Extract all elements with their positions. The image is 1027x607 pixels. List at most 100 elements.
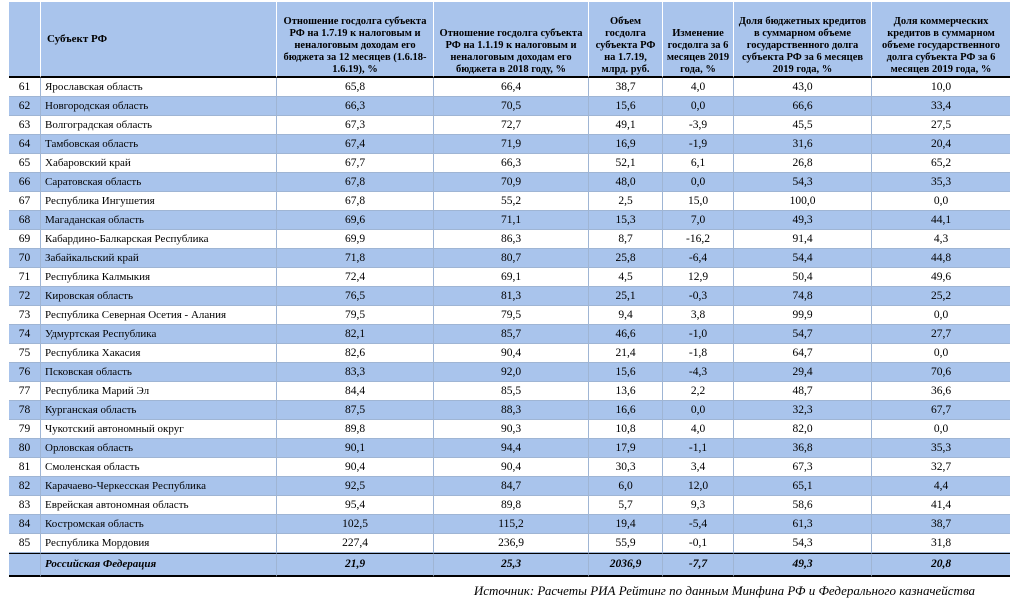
total-index: [9, 553, 40, 577]
cell-commercial-credits-share: 35,3: [871, 439, 1010, 458]
cell-debt-volume: 8,7: [588, 230, 662, 249]
table-row: 67 Республика Ингушетия 67,8 55,2 2,5 15,0 100…: [9, 192, 1010, 211]
row-subject: Саратовская область: [40, 173, 276, 192]
cell-debt-to-revenue-2018: 88,3: [433, 401, 588, 420]
cell-budget-credits-share: 29,4: [733, 363, 871, 382]
cell-debt-to-revenue-2019: 67,7: [276, 154, 433, 173]
cell-commercial-credits-share: 38,7: [871, 515, 1010, 534]
cell-budget-credits-share: 32,3: [733, 401, 871, 420]
cell-debt-change: -5,4: [662, 515, 733, 534]
cell-debt-to-revenue-2019: 95,4: [276, 496, 433, 515]
cell-debt-to-revenue-2019: 90,1: [276, 439, 433, 458]
cell-debt-change: 9,3: [662, 496, 733, 515]
cell-debt-to-revenue-2019: 69,9: [276, 230, 433, 249]
row-index: 77: [9, 382, 40, 401]
cell-debt-to-revenue-2018: 72,7: [433, 116, 588, 135]
row-subject: Республика Калмыкия: [40, 268, 276, 287]
cell-debt-change: 4,0: [662, 78, 733, 97]
cell-budget-credits-share: 31,6: [733, 135, 871, 154]
cell-debt-to-revenue-2019: 67,8: [276, 192, 433, 211]
total-commercial-credits-share: 20,8: [871, 553, 1010, 577]
cell-debt-change: 15,0: [662, 192, 733, 211]
row-subject: Волгоградская область: [40, 116, 276, 135]
cell-debt-volume: 10,8: [588, 420, 662, 439]
table-row: 69 Кабардино-Балкарская Республика 69,9 86,…: [9, 230, 1010, 249]
cell-debt-to-revenue-2018: 85,7: [433, 325, 588, 344]
cell-debt-to-revenue-2018: 94,4: [433, 439, 588, 458]
table-row: 71 Республика Калмыкия 72,4 69,1 4,5 12,9 50,4…: [9, 268, 1010, 287]
header-subject: Субъект РФ: [40, 2, 276, 78]
cell-debt-to-revenue-2019: 89,8: [276, 420, 433, 439]
row-index: 85: [9, 534, 40, 553]
row-subject: Республика Хакасия: [40, 344, 276, 363]
cell-commercial-credits-share: 27,7: [871, 325, 1010, 344]
cell-debt-to-revenue-2019: 69,6: [276, 211, 433, 230]
header-commercial-credits-share: Доля коммерческих кредитов в суммарном о…: [871, 2, 1010, 78]
total-budget-credits-share: 49,3: [733, 553, 871, 577]
row-subject: Еврейская автономная область: [40, 496, 276, 515]
cell-debt-change: 0,0: [662, 97, 733, 116]
cell-commercial-credits-share: 27,5: [871, 116, 1010, 135]
row-index: 66: [9, 173, 40, 192]
cell-debt-volume: 48,0: [588, 173, 662, 192]
cell-debt-volume: 5,7: [588, 496, 662, 515]
cell-debt-to-revenue-2019: 72,4: [276, 268, 433, 287]
row-subject: Хабаровский край: [40, 154, 276, 173]
table-row: 76 Псковская область 83,3 92,0 15,6 -4,3 29,4 7…: [9, 363, 1010, 382]
table-row: 70 Забайкальский край 71,8 80,7 25,8 -6,4 54,4…: [9, 249, 1010, 268]
cell-debt-change: 0,0: [662, 173, 733, 192]
header-index: [9, 2, 40, 78]
cell-budget-credits-share: 58,6: [733, 496, 871, 515]
cell-debt-change: 12,9: [662, 268, 733, 287]
row-index: 75: [9, 344, 40, 363]
cell-debt-to-revenue-2018: 71,1: [433, 211, 588, 230]
row-index: 80: [9, 439, 40, 458]
row-index: 78: [9, 401, 40, 420]
table-row: 74 Удмуртская Республика 82,1 85,7 46,6 -1,0 5…: [9, 325, 1010, 344]
row-index: 71: [9, 268, 40, 287]
cell-debt-to-revenue-2019: 84,4: [276, 382, 433, 401]
cell-budget-credits-share: 36,8: [733, 439, 871, 458]
cell-commercial-credits-share: 20,4: [871, 135, 1010, 154]
cell-debt-to-revenue-2019: 90,4: [276, 458, 433, 477]
cell-commercial-credits-share: 65,2: [871, 154, 1010, 173]
cell-debt-to-revenue-2018: 89,8: [433, 496, 588, 515]
cell-debt-volume: 2,5: [588, 192, 662, 211]
cell-debt-to-revenue-2018: 90,4: [433, 458, 588, 477]
cell-budget-credits-share: 54,4: [733, 249, 871, 268]
cell-budget-credits-share: 49,3: [733, 211, 871, 230]
cell-debt-to-revenue-2018: 84,7: [433, 477, 588, 496]
debt-ratio-table: Субъект РФ Отношение госдолга субъекта Р…: [9, 2, 1010, 577]
row-index: 63: [9, 116, 40, 135]
cell-debt-volume: 52,1: [588, 154, 662, 173]
row-subject: Тамбовская область: [40, 135, 276, 154]
cell-budget-credits-share: 45,5: [733, 116, 871, 135]
cell-debt-to-revenue-2018: 90,4: [433, 344, 588, 363]
cell-commercial-credits-share: 0,0: [871, 344, 1010, 363]
cell-commercial-credits-share: 10,0: [871, 78, 1010, 97]
cell-debt-change: -1,9: [662, 135, 733, 154]
cell-commercial-credits-share: 0,0: [871, 306, 1010, 325]
cell-budget-credits-share: 74,8: [733, 287, 871, 306]
cell-debt-change: 2,2: [662, 382, 733, 401]
row-subject: Забайкальский край: [40, 249, 276, 268]
row-index: 70: [9, 249, 40, 268]
cell-debt-volume: 13,6: [588, 382, 662, 401]
table-row: 75 Республика Хакасия 82,6 90,4 21,4 -1,8 64,7…: [9, 344, 1010, 363]
table-row: 72 Кировская область 76,5 81,3 25,1 -0,3 74,8 2…: [9, 287, 1010, 306]
cell-debt-to-revenue-2018: 71,9: [433, 135, 588, 154]
cell-commercial-credits-share: 44,8: [871, 249, 1010, 268]
table-row: 79 Чукотский автономный округ 89,8 90,3 10,8…: [9, 420, 1010, 439]
cell-debt-change: -3,9: [662, 116, 733, 135]
cell-debt-change: 3,4: [662, 458, 733, 477]
header-row: Субъект РФ Отношение госдолга субъекта Р…: [9, 2, 1010, 78]
row-subject: Псковская область: [40, 363, 276, 382]
row-subject: Кабардино-Балкарская Республика: [40, 230, 276, 249]
cell-debt-volume: 21,4: [588, 344, 662, 363]
row-subject: Новгородская область: [40, 97, 276, 116]
cell-debt-change: -1,0: [662, 325, 733, 344]
cell-debt-to-revenue-2018: 70,9: [433, 173, 588, 192]
cell-budget-credits-share: 66,6: [733, 97, 871, 116]
total-debt-change: -7,7: [662, 553, 733, 577]
row-index: 65: [9, 154, 40, 173]
